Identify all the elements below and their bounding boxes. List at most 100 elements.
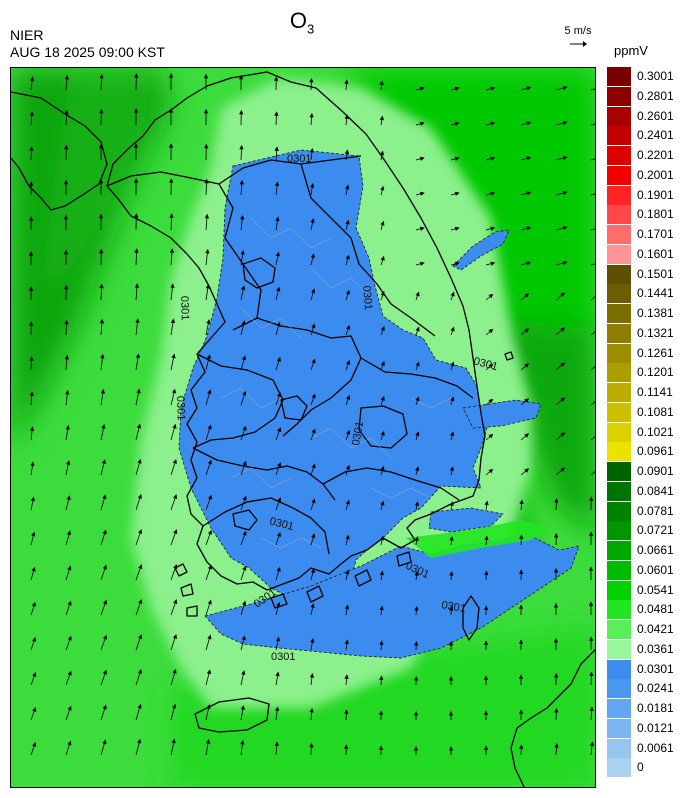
wind-arrowhead-icon xyxy=(488,398,494,404)
wind-arrowhead-icon xyxy=(448,745,454,751)
wind-arrowhead-icon xyxy=(276,392,282,397)
legend-zero-label: 0 xyxy=(637,760,644,774)
legend-swatch xyxy=(607,442,631,462)
legend-swatch xyxy=(607,225,631,244)
island-ulleung xyxy=(504,351,514,361)
field-northwest-coast xyxy=(41,68,151,298)
wind-arrowhead-icon xyxy=(28,216,34,221)
wind-arrowhead-icon xyxy=(380,220,385,226)
wind-arrowhead-icon xyxy=(589,706,594,712)
wind-arrowhead-icon xyxy=(29,181,34,186)
wind-arrowhead-icon xyxy=(311,428,316,434)
legend-bin: 0.1801 xyxy=(607,205,692,225)
wind-arrowhead-icon xyxy=(29,356,34,361)
wind-arrowhead-icon xyxy=(207,494,213,500)
legend-label: 0.0541 xyxy=(637,582,674,597)
wind-arrowhead-icon xyxy=(99,283,104,289)
wind-arrowhead-icon xyxy=(345,324,351,330)
wind-arrowhead-icon xyxy=(205,738,211,744)
wind-arrowhead-icon xyxy=(29,426,35,431)
legend-swatch xyxy=(607,86,631,106)
legend-label: 0.1441 xyxy=(637,286,674,301)
wind-arrowhead-icon xyxy=(172,459,177,464)
wind-arrowhead-icon xyxy=(309,77,314,83)
wind-arrowhead-icon xyxy=(207,634,212,640)
field-northwest-sea xyxy=(11,68,171,448)
wind-arrowhead-icon xyxy=(589,496,594,502)
wind-arrowhead-icon xyxy=(449,536,454,541)
legend-bin: 0.0901 xyxy=(607,462,692,481)
wind-arrowhead-icon xyxy=(172,423,177,429)
wind-arrowhead-icon xyxy=(309,707,314,713)
wind-arrowhead-icon xyxy=(172,668,177,674)
field-ozone-low-south-sea xyxy=(204,535,580,659)
wind-arrowhead-icon xyxy=(345,254,350,260)
wind-arrowhead-icon xyxy=(414,605,419,611)
wind-arrowhead-icon xyxy=(203,108,209,114)
wind-arrowhead-icon xyxy=(242,425,247,431)
wind-arrowhead-icon xyxy=(554,532,559,538)
legend-swatch xyxy=(607,284,631,304)
wind-arrowhead-icon xyxy=(311,463,316,469)
wind-arrowhead-icon xyxy=(450,396,455,402)
wind-arrowhead-icon xyxy=(454,121,460,126)
wind-arrowhead-icon xyxy=(346,359,351,365)
legend-label: 0.0181 xyxy=(637,701,674,715)
coastline-islands-south xyxy=(270,551,412,609)
wind-arrowhead-icon xyxy=(415,291,420,297)
wind-arrowhead-icon xyxy=(205,283,210,289)
wind-arrowhead-icon xyxy=(137,738,142,744)
legend-label: 0.3001 xyxy=(637,69,674,83)
legend-swatch xyxy=(607,383,631,402)
wind-arrowhead-icon xyxy=(102,669,107,675)
wind-arrowhead-icon xyxy=(518,604,524,609)
wind-arrowhead-icon xyxy=(380,290,385,296)
legend-bin: 0.2601 xyxy=(607,106,692,126)
wind-arrowhead-icon xyxy=(413,745,419,751)
legend-label: 0.1021 xyxy=(637,424,674,439)
wind-arrowhead-icon xyxy=(419,226,425,231)
wind-arrowhead-icon xyxy=(379,675,384,680)
wind-arrowhead-icon xyxy=(32,742,37,747)
wind-arrowhead-icon xyxy=(311,498,316,504)
legend-swatch xyxy=(607,146,631,165)
wind-arrow-icon xyxy=(590,366,595,371)
wind-arrowhead-icon xyxy=(490,226,496,231)
wind-arrowhead-icon xyxy=(346,394,351,400)
wind-arrowhead-icon xyxy=(102,599,108,605)
wind-arrowhead-icon xyxy=(133,178,139,183)
wind-arrowhead-icon xyxy=(173,599,178,605)
wind-arrowhead-icon xyxy=(240,705,245,710)
legend-bin: 0.1901 xyxy=(607,185,692,205)
wind-arrowhead-icon xyxy=(553,637,559,643)
legend-bin: 0.1321 xyxy=(607,323,692,343)
legend-swatch xyxy=(607,659,631,679)
legend-swatch xyxy=(607,244,631,264)
wind-arrowhead-icon xyxy=(483,745,489,751)
wind-arrowhead-icon xyxy=(413,710,419,716)
wind-arrowhead-icon xyxy=(588,601,594,606)
wind-arrowhead-icon xyxy=(207,424,212,430)
wind-arrowhead-icon xyxy=(309,672,315,678)
wind-arrowhead-icon xyxy=(526,191,532,196)
wind-arrowhead-icon xyxy=(64,144,69,150)
wind-arrowhead-icon xyxy=(483,605,489,611)
wind-arrowhead-icon xyxy=(345,464,350,470)
wind-arrowhead-icon xyxy=(310,218,315,223)
wind-arrowhead-icon xyxy=(204,178,209,184)
wind-arrowhead-icon xyxy=(414,571,419,576)
legend-bin: 0.1081 xyxy=(607,402,692,422)
wind-arrowhead-icon xyxy=(488,293,494,299)
wind-arrow-icon xyxy=(590,296,595,301)
legend-swatch xyxy=(607,580,631,600)
legend-swatch xyxy=(607,67,631,86)
wind-arrowhead-icon xyxy=(379,535,385,541)
wind-arrow-icon xyxy=(590,331,595,336)
legend-swatch xyxy=(607,363,631,383)
agency-label: NIER xyxy=(10,27,44,43)
legend-swatch xyxy=(607,541,631,560)
wind-arrowhead-icon xyxy=(32,672,37,678)
wind-arrowhead-icon xyxy=(207,599,212,605)
wind-arrowhead-icon xyxy=(483,710,489,715)
wind-arrowhead-icon xyxy=(65,424,70,430)
